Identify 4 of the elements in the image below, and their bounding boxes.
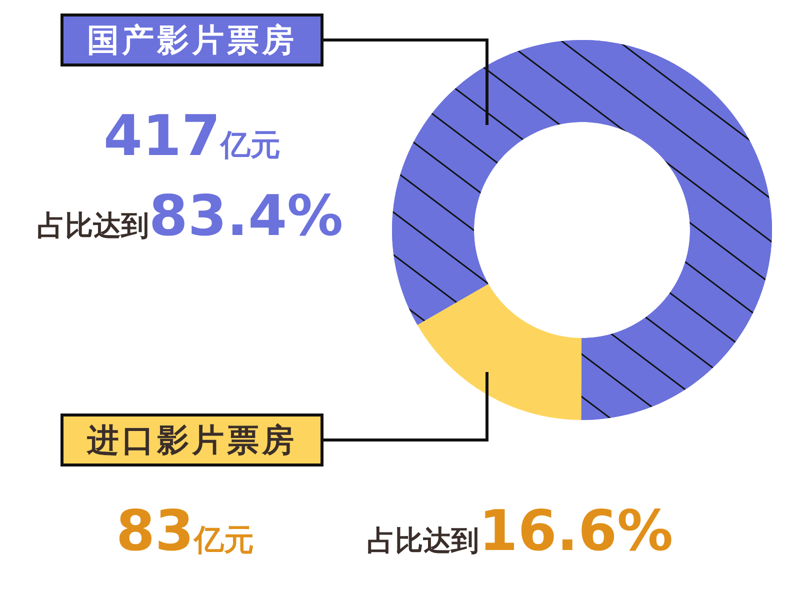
data-label: 83亿元 bbox=[116, 499, 254, 564]
slice-label: 国产影片票房 bbox=[87, 21, 297, 59]
slice-label: 进口影片票房 bbox=[86, 421, 297, 459]
text: 占比达到83.4% bbox=[36, 184, 344, 249]
